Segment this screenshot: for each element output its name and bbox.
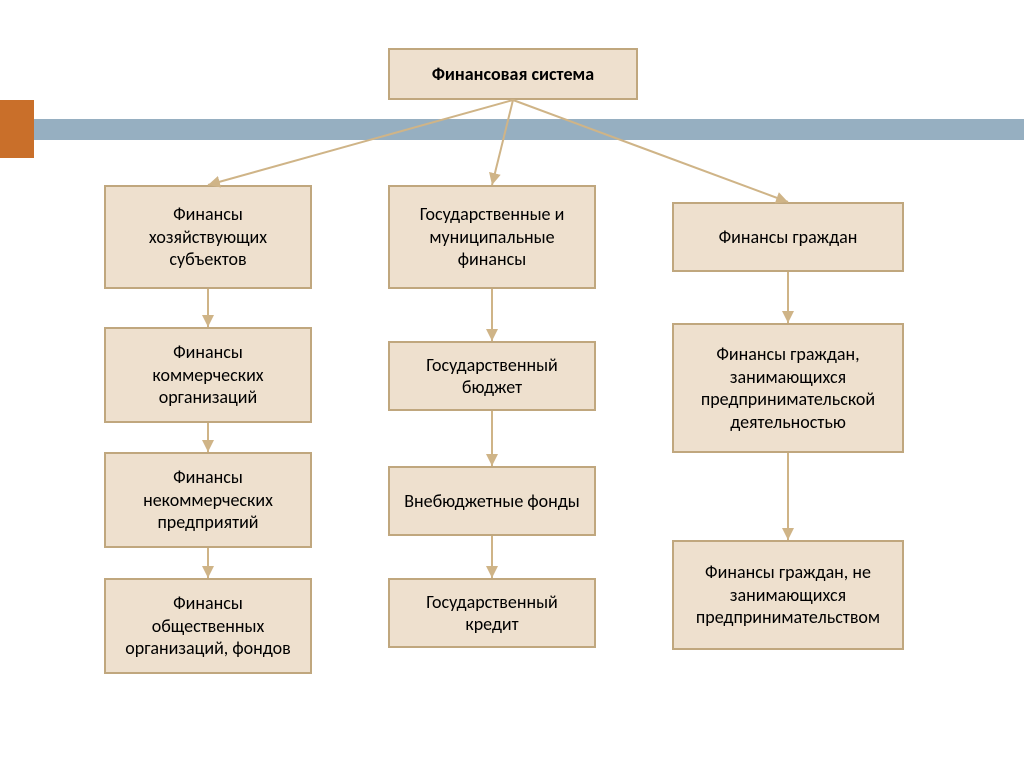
node-col3_3: Финансы граждан, не занимающихся предпри… <box>672 540 904 650</box>
node-root: Финансовая система <box>388 48 638 100</box>
node-label: Финансы граждан <box>719 226 858 249</box>
node-label: Финансы граждан, не занимающихся предпри… <box>686 561 890 629</box>
node-col1_1: Финансы хозяйствующих субъектов <box>104 185 312 289</box>
node-label: Внебюджетные фонды <box>404 490 580 513</box>
node-col3_2: Финансы граждан, занимающихся предприним… <box>672 323 904 453</box>
accent-strip <box>0 100 34 158</box>
node-col2_3: Внебюджетные фонды <box>388 466 596 536</box>
node-col2_2: Государственный бюджет <box>388 341 596 411</box>
node-label: Финансы коммерческих организаций <box>118 341 298 409</box>
node-label: Финансы некоммерческих предприятий <box>118 466 298 534</box>
node-col1_3: Финансы некоммерческих предприятий <box>104 452 312 548</box>
node-col1_4: Финансы общественных организаций, фондов <box>104 578 312 674</box>
edge-root-col2_1 <box>492 100 513 185</box>
node-label: Государственный бюджет <box>402 354 582 399</box>
node-col2_4: Государственный кредит <box>388 578 596 648</box>
node-label: Государственный кредит <box>402 591 582 636</box>
edge-root-col1_1 <box>208 100 513 185</box>
node-col3_1: Финансы граждан <box>672 202 904 272</box>
node-label: Финансовая система <box>432 63 594 86</box>
horizontal-band <box>34 119 1024 140</box>
node-col2_1: Государственные и муниципальные финансы <box>388 185 596 289</box>
node-label: Государственные и муниципальные финансы <box>402 203 582 271</box>
node-label: Финансы хозяйствующих субъектов <box>118 203 298 271</box>
node-col1_2: Финансы коммерческих организаций <box>104 327 312 423</box>
node-label: Финансы граждан, занимающихся предприним… <box>686 343 890 433</box>
node-label: Финансы общественных организаций, фондов <box>118 592 298 660</box>
